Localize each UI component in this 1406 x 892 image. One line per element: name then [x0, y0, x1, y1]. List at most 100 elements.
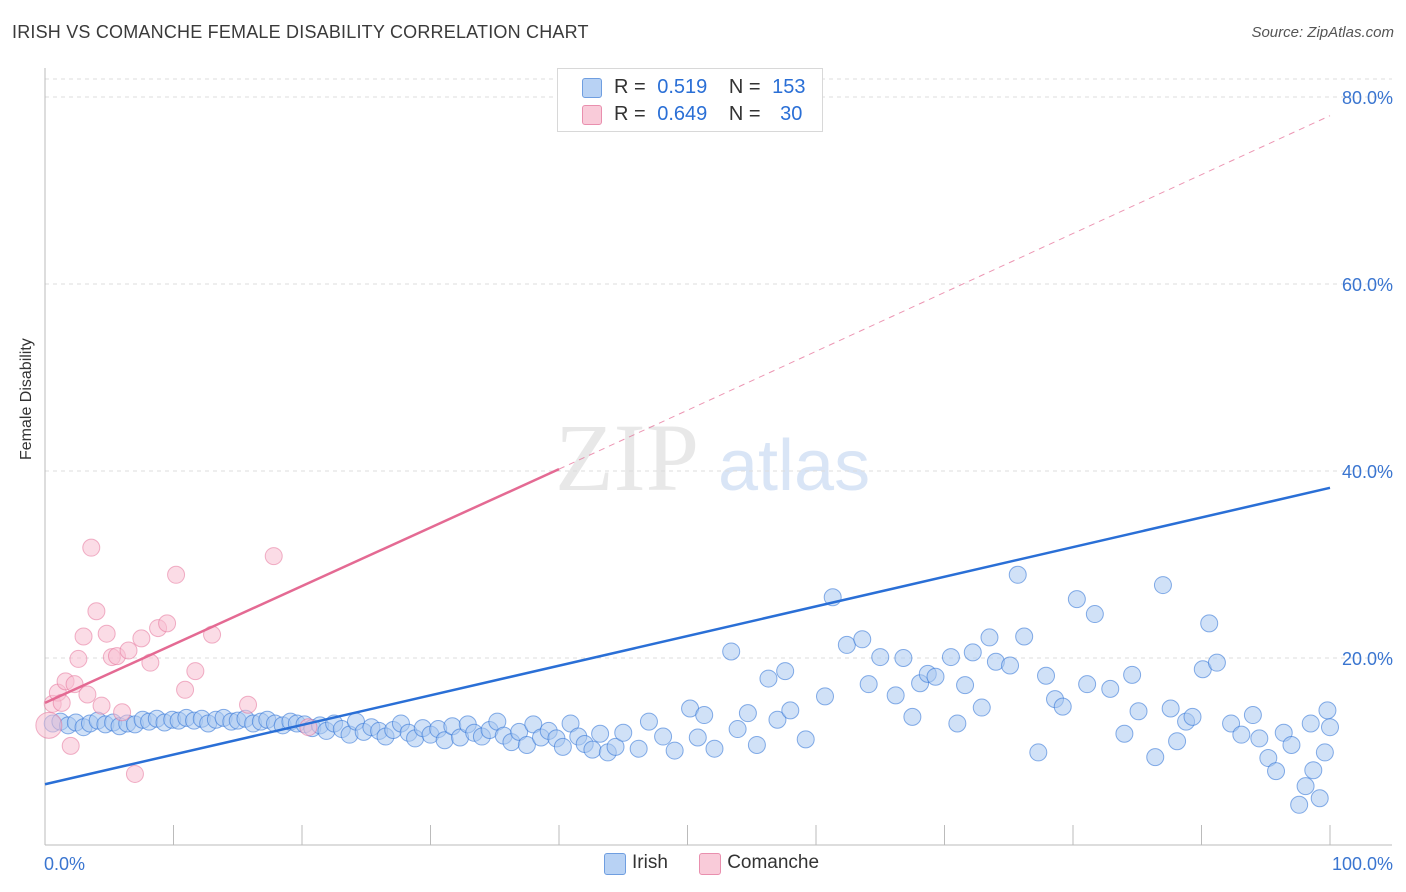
irish-point	[963, 643, 982, 662]
comanche-point	[186, 662, 205, 681]
comanche-trend-extension	[558, 115, 1331, 470]
irish-point	[1123, 665, 1142, 684]
comanche-point	[35, 711, 63, 739]
bottom-legend-swatch-comanche	[699, 853, 722, 875]
legend-n-label: N =	[728, 76, 761, 98]
irish-point	[1037, 666, 1056, 685]
comanche-point	[176, 680, 195, 699]
irish-point	[639, 712, 658, 731]
irish-point	[583, 740, 602, 759]
irish-point	[1067, 590, 1086, 609]
comanche-point	[87, 602, 106, 621]
irish-point	[980, 628, 999, 647]
irish-point	[776, 662, 795, 681]
irish-point	[1053, 697, 1072, 716]
comanche-point	[61, 736, 80, 755]
y-tick-label: 60.0%	[1342, 275, 1393, 295]
irish-point	[722, 642, 741, 661]
comanche-point	[97, 624, 116, 643]
irish-point	[1310, 789, 1329, 808]
x-tick-label: 0.0%	[44, 854, 85, 874]
comanche-point	[125, 764, 144, 783]
legend-r-label: R =	[614, 76, 646, 98]
irish-point	[705, 739, 724, 758]
irish-point	[591, 724, 610, 743]
irish-point	[871, 648, 890, 667]
legend-text-comanche: R = 0.649 N = 30	[614, 103, 802, 126]
irish-point	[1207, 653, 1226, 672]
irish-point	[1318, 701, 1337, 720]
irish-point	[768, 710, 787, 729]
irish-point	[1001, 656, 1020, 675]
irish-point	[1168, 732, 1187, 751]
bottom-legend-label-comanche: Comanche	[727, 852, 820, 873]
irish-point	[1161, 699, 1180, 718]
comanche-point	[239, 695, 258, 714]
legend-n-label: N =	[728, 103, 761, 125]
irish-point	[853, 630, 872, 649]
irish-point	[614, 723, 633, 742]
irish-point	[654, 727, 673, 746]
irish-point	[1222, 714, 1241, 733]
irish-point	[1101, 679, 1120, 698]
irish-point	[728, 720, 747, 739]
irish-point	[837, 635, 856, 654]
irish-point	[1200, 614, 1219, 633]
watermark-zip: ZIP	[555, 404, 699, 511]
irish-point	[1115, 724, 1134, 743]
comanche-point	[74, 627, 93, 646]
irish-point	[695, 706, 714, 725]
comanche-point	[78, 685, 97, 704]
irish-point	[1301, 714, 1320, 733]
irish-point	[941, 648, 960, 667]
comanche-point	[167, 565, 186, 584]
irish-point	[894, 649, 913, 667]
irish-point	[747, 735, 766, 754]
irish-point	[606, 737, 625, 756]
irish-point	[1232, 725, 1251, 744]
legend-swatch-irish	[582, 78, 602, 98]
comanche-trend-line	[44, 467, 560, 705]
irish-point	[517, 735, 536, 754]
bottom-legend-swatch-irish	[604, 853, 626, 875]
irish-point	[759, 669, 778, 688]
irish-point	[1085, 605, 1104, 624]
source-label: Source: ZipAtlas.com	[1251, 24, 1394, 41]
irish-point	[1008, 565, 1027, 584]
irish-point	[886, 686, 905, 705]
y-tick-label: 40.0%	[1342, 462, 1393, 482]
y-tick-label: 20.0%	[1342, 649, 1393, 669]
irish-point	[1304, 761, 1323, 780]
comanche-point	[92, 696, 111, 715]
bottom-legend-comanche: Comanche	[699, 852, 820, 875]
irish-point	[796, 730, 815, 749]
irish-point	[972, 698, 991, 717]
irish-point	[815, 687, 834, 706]
irish-point	[1282, 735, 1301, 754]
irish-point	[629, 739, 648, 758]
comanche-point	[158, 614, 177, 633]
irish-point	[1267, 762, 1286, 781]
irish-point	[1243, 706, 1262, 725]
irish-point	[1250, 729, 1269, 748]
watermark-atlas: atlas	[718, 426, 870, 506]
legend-box: R = 0.519 N = 153 R = 0.649 N = 30	[557, 68, 823, 132]
irish-point	[1153, 576, 1172, 595]
irish-point	[665, 741, 684, 760]
legend-text-irish: R = 0.519 N = 153	[614, 76, 806, 99]
irish-point	[738, 704, 757, 723]
irish-point	[1129, 702, 1148, 721]
irish-point	[781, 701, 800, 720]
irish-point	[948, 714, 967, 733]
irish-point	[903, 707, 922, 726]
bottom-legend-label-irish: Irish	[632, 852, 668, 873]
legend-n-value: 30	[780, 103, 803, 125]
irish-point	[1078, 675, 1097, 694]
bottom-legend: Irish Comanche	[604, 852, 845, 875]
irish-point	[1015, 627, 1034, 646]
irish-point	[1296, 777, 1315, 796]
irish-point	[1029, 743, 1048, 762]
chart-title: IRISH VS COMANCHE FEMALE DISABILITY CORR…	[12, 22, 589, 42]
legend-swatch-comanche	[582, 105, 602, 125]
